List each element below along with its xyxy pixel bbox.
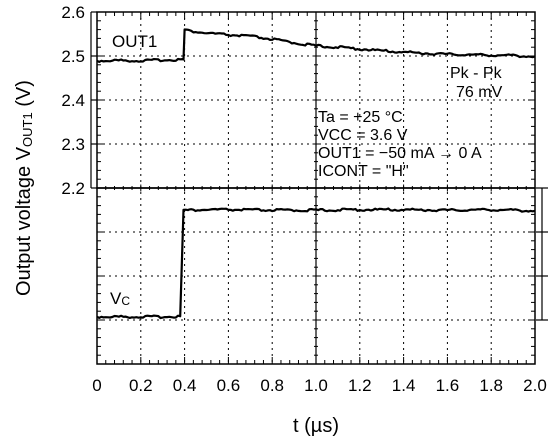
series-out1-line <box>96 28 536 63</box>
x-axis-title: t (µs) <box>293 415 339 437</box>
x-tick-label-4: 0.8 <box>260 376 284 395</box>
series-vc-label: VC <box>110 289 130 308</box>
x-tick-label-3: 0.6 <box>217 376 241 395</box>
y-tick-label-3: 2.3 <box>61 135 85 154</box>
y-axis-title: Output voltage VOUT1 (V) <box>13 80 35 296</box>
x-tick-labels: 0 0.2 0.4 0.6 0.8 1.0 1.2 1.4 1.6 1.8 2.0 <box>92 376 547 395</box>
x-tick-label-9: 1.8 <box>479 376 503 395</box>
y-axis-title-suffix: (V) <box>13 80 35 112</box>
y-tick-label-4: 2.2 <box>61 179 85 198</box>
y-axis-title-subscript: OUT1 <box>20 112 35 147</box>
y-tick-label-2: 2.4 <box>61 91 85 110</box>
y-tick-label-0: 2.6 <box>61 3 85 22</box>
condition-out1: OUT1 = −50 mA → 0 A <box>318 145 482 162</box>
condition-ta: Ta = +25 °C <box>318 109 403 126</box>
x-tick-label-5: 1.0 <box>304 376 328 395</box>
x-tick-label-10: 2.0 <box>523 376 547 395</box>
condition-icont: ICONT = "H" <box>318 163 409 180</box>
y-tick-label-1: 2.5 <box>61 47 85 66</box>
x-tick-label-0: 0 <box>92 376 101 395</box>
y-axis-title-prefix: Output voltage V <box>13 146 35 296</box>
x-tick-label-2: 0.4 <box>173 376 197 395</box>
x-tick-label-7: 1.4 <box>392 376 416 395</box>
series-vc-label-main: V <box>110 289 122 308</box>
pkpk-label: Pk - Pk <box>450 65 503 82</box>
y-tick-labels: 2.6 2.5 2.4 2.3 2.2 <box>61 3 85 198</box>
condition-vcc: VCC = 3.6 V <box>318 127 408 144</box>
series-vc-line <box>96 207 536 320</box>
x-tick-label-1: 0.2 <box>129 376 153 395</box>
x-tick-label-6: 1.2 <box>348 376 372 395</box>
series-out1-label: OUT1 <box>112 32 157 51</box>
pkpk-value: 76 mV <box>456 84 503 101</box>
series-vc-label-sub: C <box>121 294 130 308</box>
x-tick-label-8: 1.6 <box>436 376 460 395</box>
